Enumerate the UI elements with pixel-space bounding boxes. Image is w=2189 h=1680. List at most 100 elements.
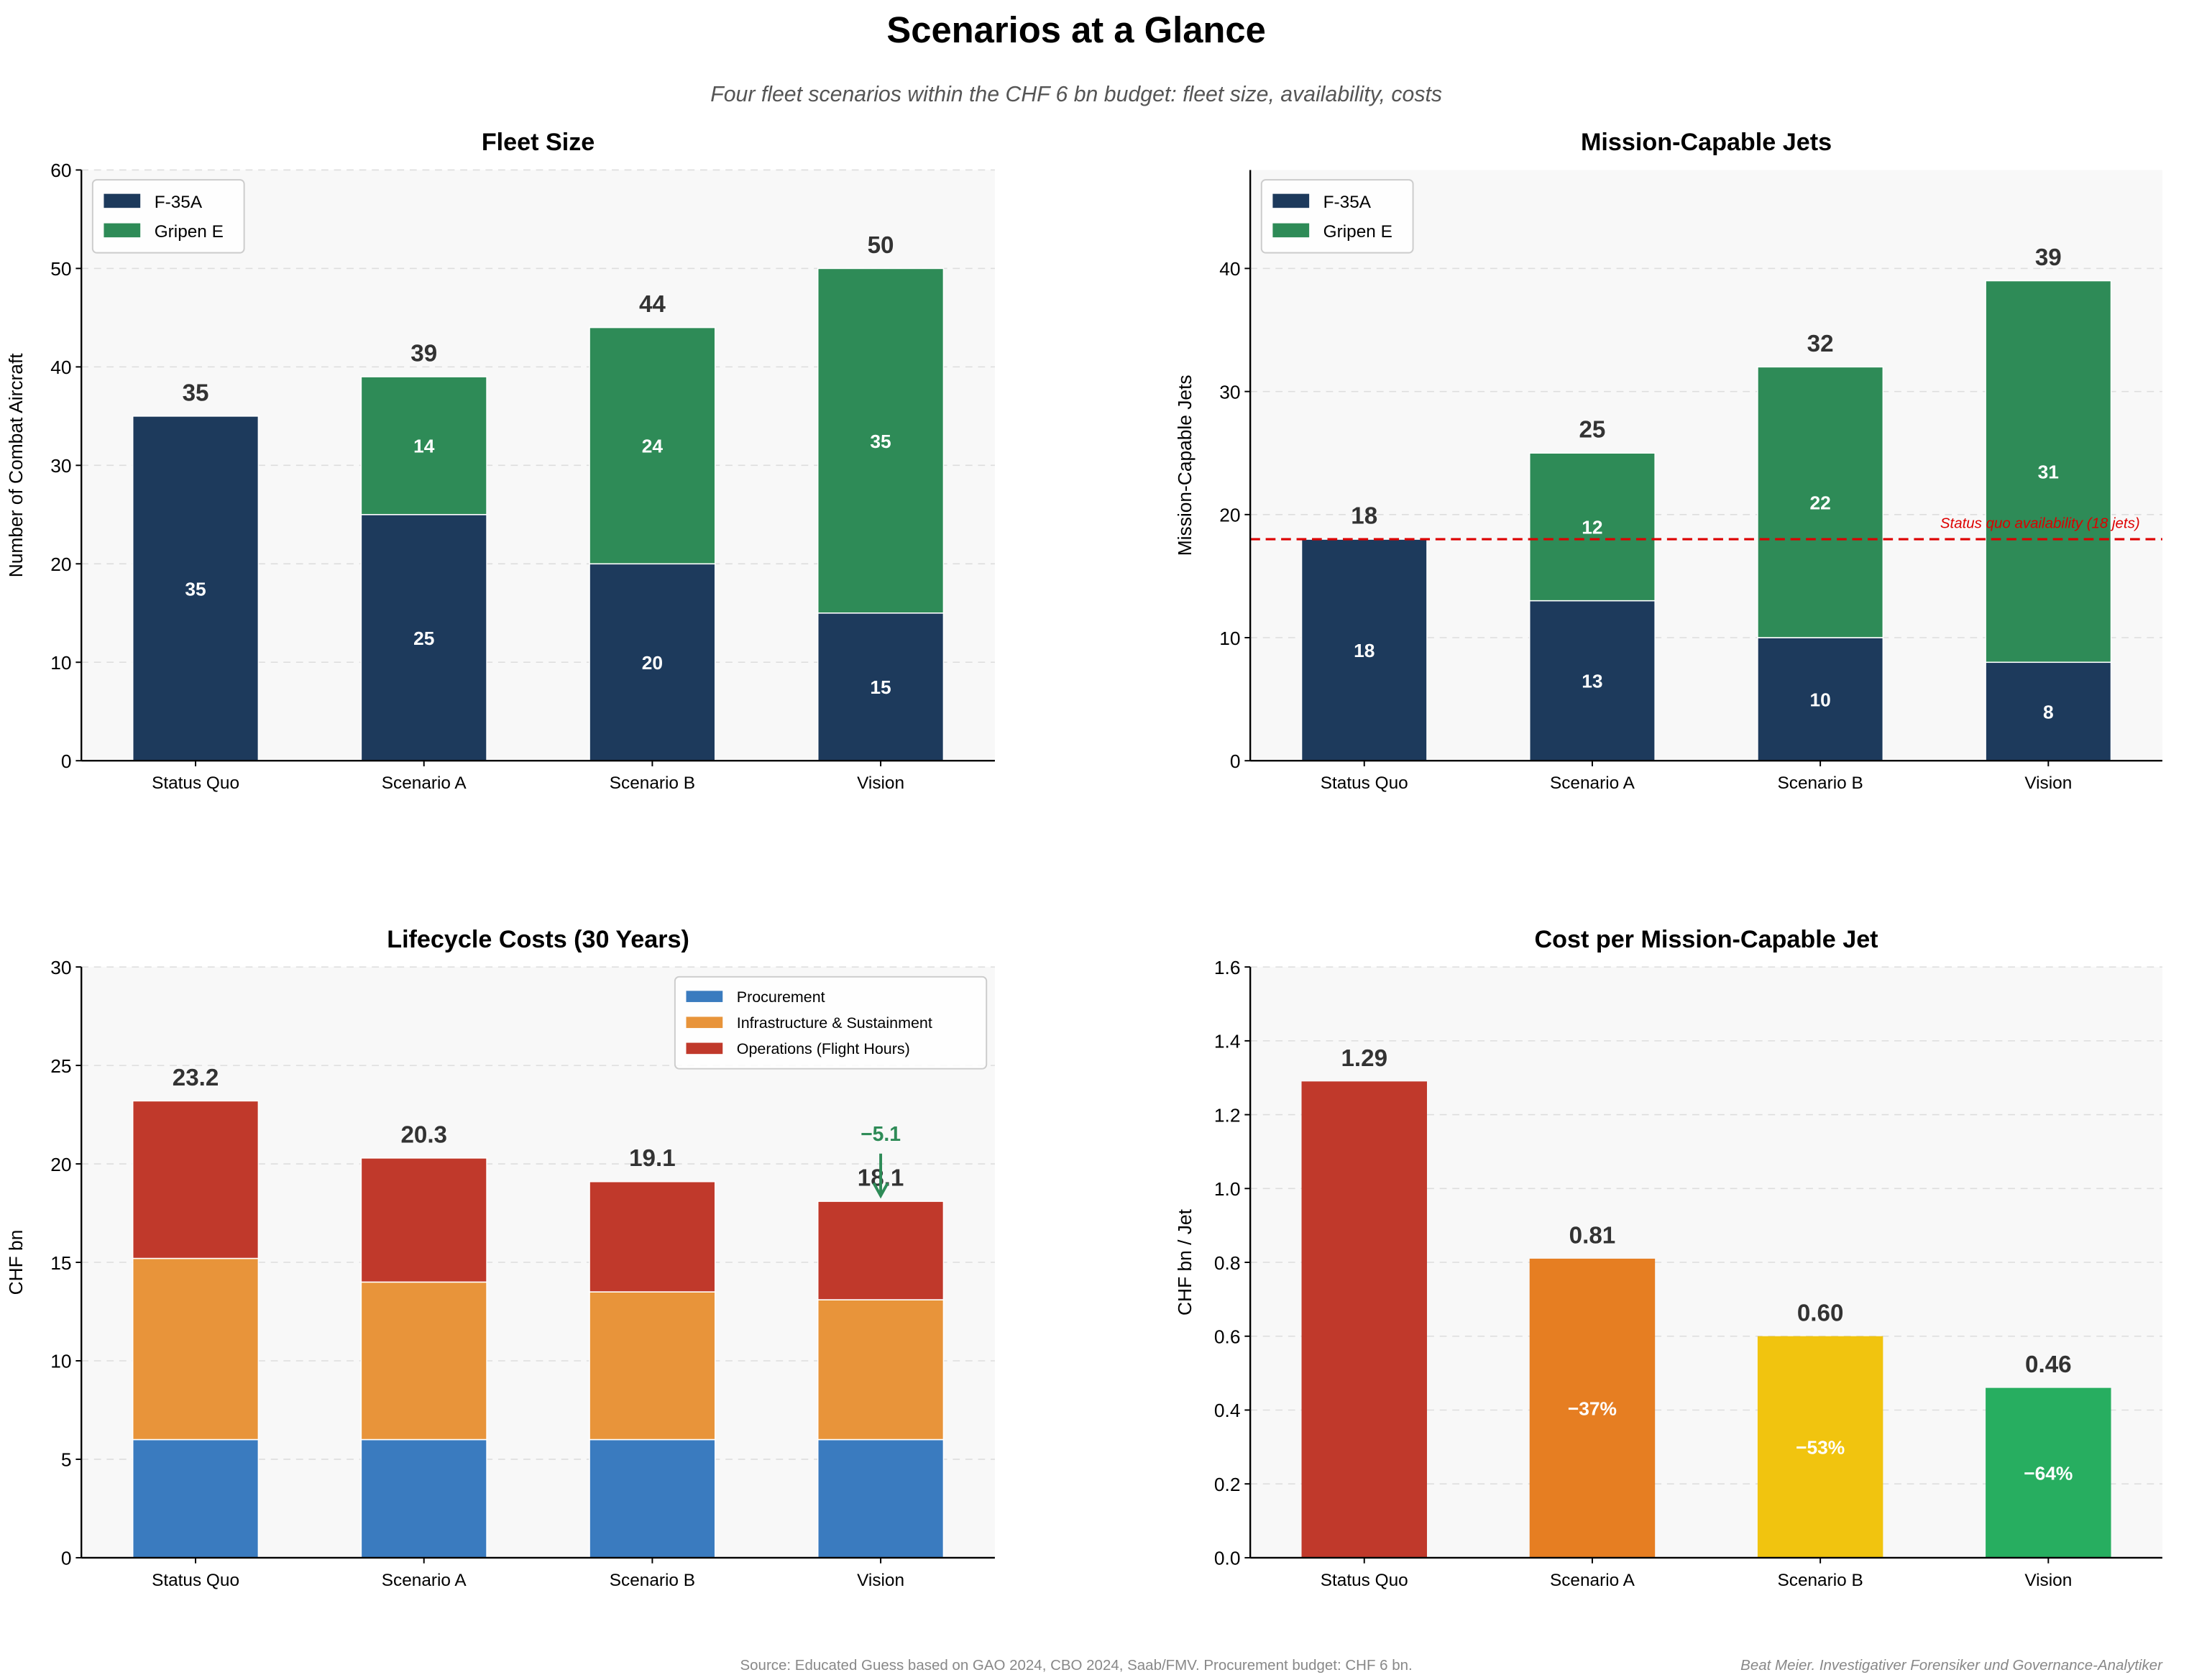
y-tick-label: 0.8	[1214, 1252, 1241, 1274]
legend-frame	[91, 179, 245, 254]
y-axis-label: Number of Combat Aircraft	[5, 353, 27, 578]
legend-label: F-35A	[1323, 193, 1372, 212]
legend-swatch	[104, 193, 141, 208]
legend: F-35A Gripen E	[91, 179, 245, 254]
y-tick-label: 0.4	[1214, 1400, 1241, 1421]
segment-label: 18	[1354, 640, 1375, 661]
x-tick-label: Scenario B	[610, 774, 695, 793]
y-tick-label: 1.4	[1214, 1031, 1241, 1052]
legend-label: F-35A	[155, 193, 203, 212]
bar-segment-operations-flight-hours-	[360, 1157, 487, 1283]
x-tick-label: Scenario B	[610, 1571, 695, 1590]
footer-source: Source: Educated Guess based on GAO 2024…	[740, 1657, 1413, 1674]
bar	[1529, 1258, 1656, 1558]
figure-title: Scenarios at a Glance	[886, 9, 1266, 50]
legend-label: Gripen E	[1323, 222, 1392, 242]
x-tick-label: Vision	[2024, 1571, 2072, 1590]
total-label: 18	[1351, 503, 1377, 530]
bar-segment-f-35a	[1528, 600, 1656, 761]
legend-label: Operations (Flight Hours)	[737, 1040, 910, 1057]
x-tick-label: Scenario B	[1778, 1571, 1863, 1590]
bar	[1301, 1081, 1427, 1558]
y-tick-label: 1.2	[1214, 1104, 1241, 1126]
total-label: 39	[410, 341, 437, 367]
y-tick-label: 30	[50, 455, 71, 477]
y-axis-label: Mission-Capable Jets	[1174, 375, 1196, 556]
arrow-head	[872, 1182, 889, 1199]
panel-title: Cost per Mission-Capable Jet	[1534, 926, 1878, 953]
y-tick-label: 40	[50, 357, 71, 378]
y-axis-label: CHF bn	[5, 1230, 27, 1295]
bar-segment-procurement	[132, 1438, 260, 1559]
y-tick-label: 0	[61, 1548, 72, 1569]
y-tick-label: 0.6	[1214, 1326, 1241, 1348]
bar-segment-operations-flight-hours-	[817, 1201, 945, 1300]
y-axis-label: CHF bn / Jet	[1174, 1208, 1196, 1316]
x-tick-label: Scenario A	[1550, 1571, 1635, 1590]
legend-label: Infrastructure & Sustainment	[737, 1014, 932, 1032]
segment-label: 20	[642, 652, 663, 674]
bar-segment-infrastructure-sustainment	[360, 1281, 487, 1441]
y-tick-label: 10	[1219, 628, 1240, 649]
bar-segment-f-35a	[589, 563, 716, 761]
bar-segment-gripen-e	[589, 326, 716, 565]
bar-segment-procurement	[360, 1438, 487, 1559]
total-label: 25	[1579, 417, 1605, 444]
total-label: 39	[2035, 244, 2062, 271]
y-tick-label: 20	[1219, 505, 1240, 526]
segment-label: 24	[642, 436, 664, 457]
segment-label: 8	[2043, 701, 2054, 722]
legend-swatch	[1272, 223, 1310, 238]
bar	[1986, 1387, 2111, 1558]
total-label: 19.1	[629, 1145, 676, 1172]
y-tick-label: 30	[50, 957, 71, 978]
total-label: 44	[639, 291, 666, 318]
segment-label: 35	[870, 431, 891, 452]
legend-swatch	[686, 1042, 723, 1055]
y-tick-label: 0	[1230, 751, 1241, 772]
x-tick-label: Scenario A	[382, 1571, 467, 1590]
panel-lifecycle-costs-30-years-: 0 5 10 15 20 25 30 Lifecycle Costs (30 Years) CH…	[5, 926, 995, 1590]
change-label: −64%	[2024, 1463, 2073, 1484]
x-tick-label: Status Quo	[1321, 774, 1408, 793]
panel-title: Mission-Capable Jets	[1581, 129, 1832, 156]
total-label: 32	[1807, 331, 1834, 357]
y-tick-label: 10	[50, 1351, 71, 1372]
bar	[1757, 1336, 1883, 1558]
legend-label: Procurement	[737, 988, 825, 1006]
change-label: −37%	[1568, 1398, 1617, 1420]
bar-segment-infrastructure-sustainment	[589, 1291, 716, 1441]
y-tick-label: 0.2	[1214, 1474, 1241, 1495]
legend-frame	[1260, 179, 1414, 254]
total-label: 1.29	[1341, 1045, 1387, 1072]
segment-label: 22	[1809, 492, 1830, 513]
y-tick-label: 1.0	[1214, 1178, 1241, 1200]
x-tick-label: Vision	[857, 1571, 904, 1590]
legend-swatch	[686, 991, 723, 1002]
x-tick-label: Scenario A	[1550, 774, 1635, 793]
segment-label: 14	[413, 436, 435, 457]
x-tick-label: Scenario A	[382, 774, 467, 793]
total-label: 35	[183, 380, 209, 406]
segment-label: 15	[870, 676, 891, 698]
legend-swatch	[686, 1016, 723, 1029]
legend: Procurement Infrastructure & Sustainment O…	[674, 976, 988, 1070]
legend: F-35A Gripen E	[1260, 179, 1414, 254]
bar-segment-operations-flight-hours-	[589, 1180, 716, 1293]
panel-title: Lifecycle Costs (30 Years)	[387, 926, 689, 953]
x-tick-label: Scenario B	[1778, 774, 1863, 793]
y-tick-label: 0	[61, 751, 72, 772]
y-tick-label: 15	[50, 1252, 71, 1274]
y-tick-label: 50	[50, 258, 71, 280]
x-tick-label: Vision	[857, 774, 904, 793]
y-tick-label: 60	[50, 160, 71, 181]
legend-swatch	[1272, 193, 1310, 208]
x-tick-label: Vision	[2024, 774, 2072, 793]
footer-author: Beat Meier. Investigativer Forensiker un…	[1740, 1657, 2163, 1674]
y-tick-label: 10	[50, 652, 71, 674]
segment-label: 25	[413, 628, 434, 649]
total-label: 20.3	[400, 1121, 447, 1148]
panel-cost-per-mission-capable-jet: 0.0 0.2 0.4 0.6 0.8 1.0 1.2 1.4 1.6 Cost per Miss…	[1174, 926, 2162, 1590]
legend-frame	[674, 976, 988, 1070]
